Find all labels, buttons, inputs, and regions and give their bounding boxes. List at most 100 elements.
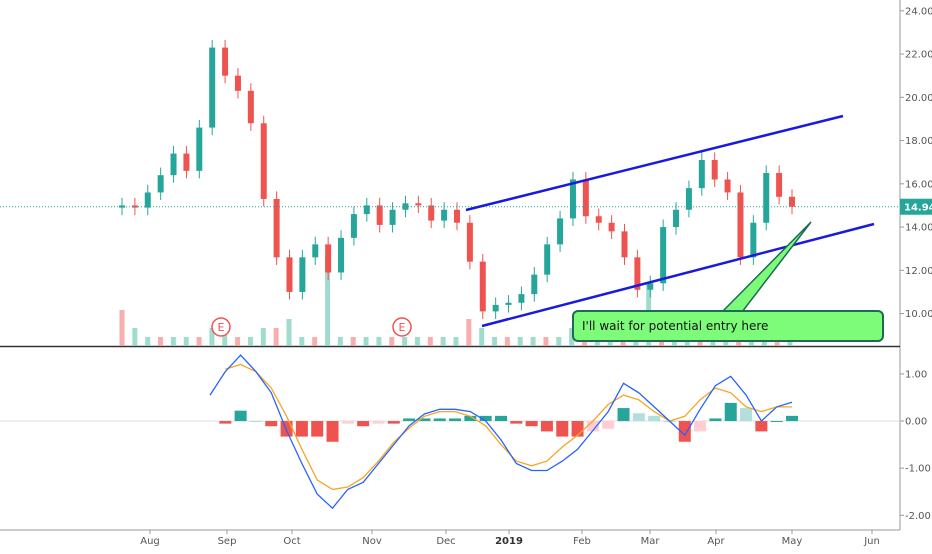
macd-histogram-bar [556, 421, 569, 437]
candle-body [273, 198, 280, 258]
volume-bar [158, 337, 164, 346]
macd-histogram-bar [357, 421, 370, 427]
macd-histogram-bar [724, 402, 737, 422]
candle-body [222, 47, 229, 76]
volume-bar [337, 337, 343, 346]
candle-body [196, 127, 203, 171]
candle-body [544, 244, 551, 275]
candle-body [569, 179, 576, 219]
volume-bar [376, 337, 382, 346]
volume-bar [466, 319, 472, 346]
volume-bar [389, 337, 395, 346]
candle-body [454, 209, 460, 223]
candle-body [312, 244, 319, 258]
volume-bar [299, 337, 305, 346]
macd-histogram-bar [709, 418, 722, 422]
volume-bar [453, 337, 459, 346]
annotation-note-box[interactable]: I'll wait for potential entry here [572, 310, 884, 342]
price-y-tick-label: 22.00 [905, 50, 932, 61]
price-y-tick-label: 12.00 [905, 266, 932, 277]
volume-bar [260, 328, 266, 346]
candle-body [789, 196, 795, 207]
x-tick-label: Apr [707, 536, 725, 547]
candle-body [389, 209, 396, 225]
volume-bar [504, 337, 510, 346]
candle-body [209, 47, 216, 128]
macd-histogram-bar [510, 421, 523, 424]
volume-bar [414, 337, 420, 346]
macd-histogram-bar [648, 415, 661, 422]
macd-histogram-bar [372, 421, 385, 424]
macd-signal-line [225, 363, 792, 491]
macd-histogram-bar [602, 421, 615, 429]
candle-body [634, 257, 641, 290]
volume-bar [170, 337, 176, 346]
price-y-tick-label: 10.00 [905, 309, 932, 320]
macd-histogram-bar [740, 408, 753, 422]
macd-histogram-bar [387, 421, 400, 424]
candle-body [428, 205, 435, 221]
candle-body [441, 209, 448, 221]
candle-body [376, 205, 383, 225]
macd-histogram-bar [341, 421, 354, 424]
macd-histogram-bar [632, 413, 645, 422]
candle-body [750, 222, 757, 258]
macd-histogram-bar [433, 418, 446, 422]
earnings-marker-label: E [399, 321, 406, 334]
volume-bar [325, 256, 331, 346]
x-tick-label: Aug [140, 536, 160, 547]
x-tick-label: May [782, 536, 803, 547]
candle-body [325, 244, 332, 273]
candle-body [582, 179, 589, 217]
candle-body [415, 203, 422, 206]
channel-lower-line [481, 222, 875, 328]
last-price-badge [900, 198, 932, 215]
macd-histogram-bar [449, 418, 462, 422]
price-y-tick-label: 18.00 [905, 136, 932, 147]
volume-bar [350, 337, 356, 346]
candle-body [119, 205, 125, 208]
macd-histogram-bar [571, 421, 584, 437]
candle-body [531, 274, 538, 295]
macd-histogram-bar [540, 421, 553, 432]
volume-bar [222, 328, 228, 346]
macd-histogram-bar [678, 421, 691, 442]
volume-bar [530, 337, 536, 346]
volume-bar [235, 337, 241, 346]
x-tick-label: Nov [362, 536, 382, 547]
candle-body [338, 237, 345, 273]
macd-histogram-bar [770, 421, 783, 423]
macd-histogram-bar [234, 410, 247, 422]
macd-histogram-bar [479, 415, 492, 422]
macd-histogram-bar [694, 421, 707, 432]
macd-histogram-bar [755, 421, 768, 432]
volume-bar [517, 337, 523, 346]
macd-histogram-bar [219, 421, 232, 424]
candle-body [157, 175, 164, 193]
candle-body [763, 173, 770, 223]
candle-body [131, 205, 138, 208]
macd-histogram-bar [464, 415, 477, 422]
candle-body [479, 261, 486, 312]
candle-body [673, 209, 680, 228]
macd-histogram-bar [326, 421, 339, 442]
macd-histogram-bar [495, 415, 507, 422]
macd-histogram-bar [265, 421, 278, 427]
candle-body [260, 123, 267, 199]
volume-bar [145, 337, 151, 346]
candle-body [505, 302, 512, 305]
volume-bar [209, 328, 215, 346]
volume-bar [402, 337, 408, 346]
volume-bar [132, 328, 138, 346]
macd-histogram-bar [295, 421, 308, 437]
candle-body [363, 205, 370, 215]
macd-y-tick-label: -1.00 [905, 464, 931, 475]
earnings-marker [211, 317, 231, 337]
annotation-pointer [720, 221, 812, 313]
last-price-label: 14.94 [904, 203, 932, 214]
candle-body [170, 153, 177, 176]
candle-body [247, 90, 254, 124]
candle-body [711, 160, 718, 180]
volume-bar [492, 337, 498, 346]
macd-histogram-bar [786, 415, 798, 422]
